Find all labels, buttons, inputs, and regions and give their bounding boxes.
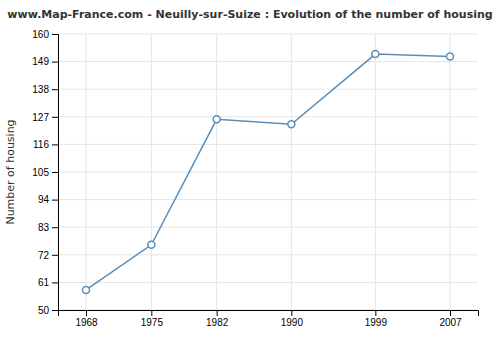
grid-line [151, 34, 152, 310]
grid-line [58, 172, 478, 173]
tick: 160 [32, 29, 58, 40]
grid-line [58, 34, 478, 35]
tick-label: 50 [38, 305, 50, 316]
grid-line [86, 34, 87, 310]
tick-mark [52, 89, 58, 90]
point [372, 51, 379, 58]
tick-label: 94 [38, 194, 50, 205]
tick-label: 1968 [75, 317, 98, 328]
tick: 94 [38, 194, 58, 205]
tick: 2007 [439, 310, 462, 328]
line [86, 54, 450, 290]
grid-line [58, 116, 478, 117]
tick-label: 1990 [281, 317, 304, 328]
tick: 105 [32, 167, 58, 178]
grid-line [58, 282, 478, 283]
grid-line [58, 144, 478, 145]
tick: 138 [32, 84, 58, 95]
tick-label: 160 [32, 29, 49, 40]
tick-mark [52, 172, 58, 173]
tick-mark [52, 200, 58, 201]
marks [83, 51, 454, 294]
point [213, 116, 220, 123]
tick: 61 [38, 277, 58, 288]
grid-line [291, 34, 292, 310]
grid-line [58, 227, 478, 228]
tick: 1982 [206, 310, 229, 328]
tick-label: 72 [38, 250, 50, 261]
grid-line [216, 34, 217, 310]
tick: 1968 [75, 310, 98, 328]
chart: 1968 1975 1982 1990 1999 2007 50 61 72 83 94 105 116… [0, 0, 500, 340]
grid-line [58, 89, 478, 90]
grid [58, 34, 478, 310]
tick: 1990 [281, 310, 304, 328]
grid-line [58, 254, 478, 255]
point [148, 241, 155, 248]
tick: 149 [32, 56, 58, 67]
tick-label: 83 [38, 222, 50, 233]
point [288, 121, 295, 128]
tick-mark [86, 310, 87, 316]
tick-mark [52, 310, 58, 311]
axis-line [59, 311, 479, 317]
tick-mark [52, 62, 58, 63]
tick-label: 149 [32, 56, 49, 67]
tick: 72 [38, 250, 58, 261]
tick-label: 127 [32, 112, 49, 123]
grid-line [58, 199, 478, 200]
plot: 1968 1975 1982 1990 1999 2007 50 61 72 83 94 105 116… [32, 29, 478, 328]
tick-mark [52, 227, 58, 228]
tick-mark [450, 310, 451, 316]
tick-label: 61 [38, 277, 50, 288]
tick: 127 [32, 112, 58, 123]
grid-line [58, 61, 478, 62]
tick-label: 2007 [439, 317, 462, 328]
tick-mark [151, 310, 152, 316]
tick: 83 [38, 222, 58, 233]
tick-mark [375, 310, 376, 316]
grid-line [375, 34, 376, 310]
tick-label: 1999 [365, 317, 388, 328]
y-axis: 50 61 72 83 94 105 116 127 138 149 160 [32, 29, 58, 316]
x-axis: 1968 1975 1982 1990 1999 2007 [59, 310, 479, 328]
tick: 116 [33, 139, 58, 150]
tick: 1975 [141, 310, 164, 328]
title: www.Map-France.com - Neuilly-sur-Suize :… [7, 8, 492, 21]
tick-label: 105 [32, 167, 49, 178]
tick-mark [217, 310, 218, 316]
tick: 1999 [365, 310, 388, 328]
y-axis-title: Number of housing [4, 119, 17, 224]
grid-line [450, 34, 451, 310]
tick-label: 1982 [206, 317, 229, 328]
tick: 50 [38, 305, 58, 316]
tick-mark [52, 117, 58, 118]
tick-mark [52, 144, 58, 145]
tick-label: 1975 [141, 317, 164, 328]
axis-line [52, 35, 59, 311]
point [447, 53, 454, 60]
tick-label: 138 [32, 84, 49, 95]
tick-mark [291, 310, 292, 316]
tick-mark [52, 34, 58, 35]
tick-mark [52, 255, 58, 256]
tick-label: 116 [33, 139, 49, 150]
point [83, 286, 90, 293]
tick-mark [52, 282, 58, 283]
